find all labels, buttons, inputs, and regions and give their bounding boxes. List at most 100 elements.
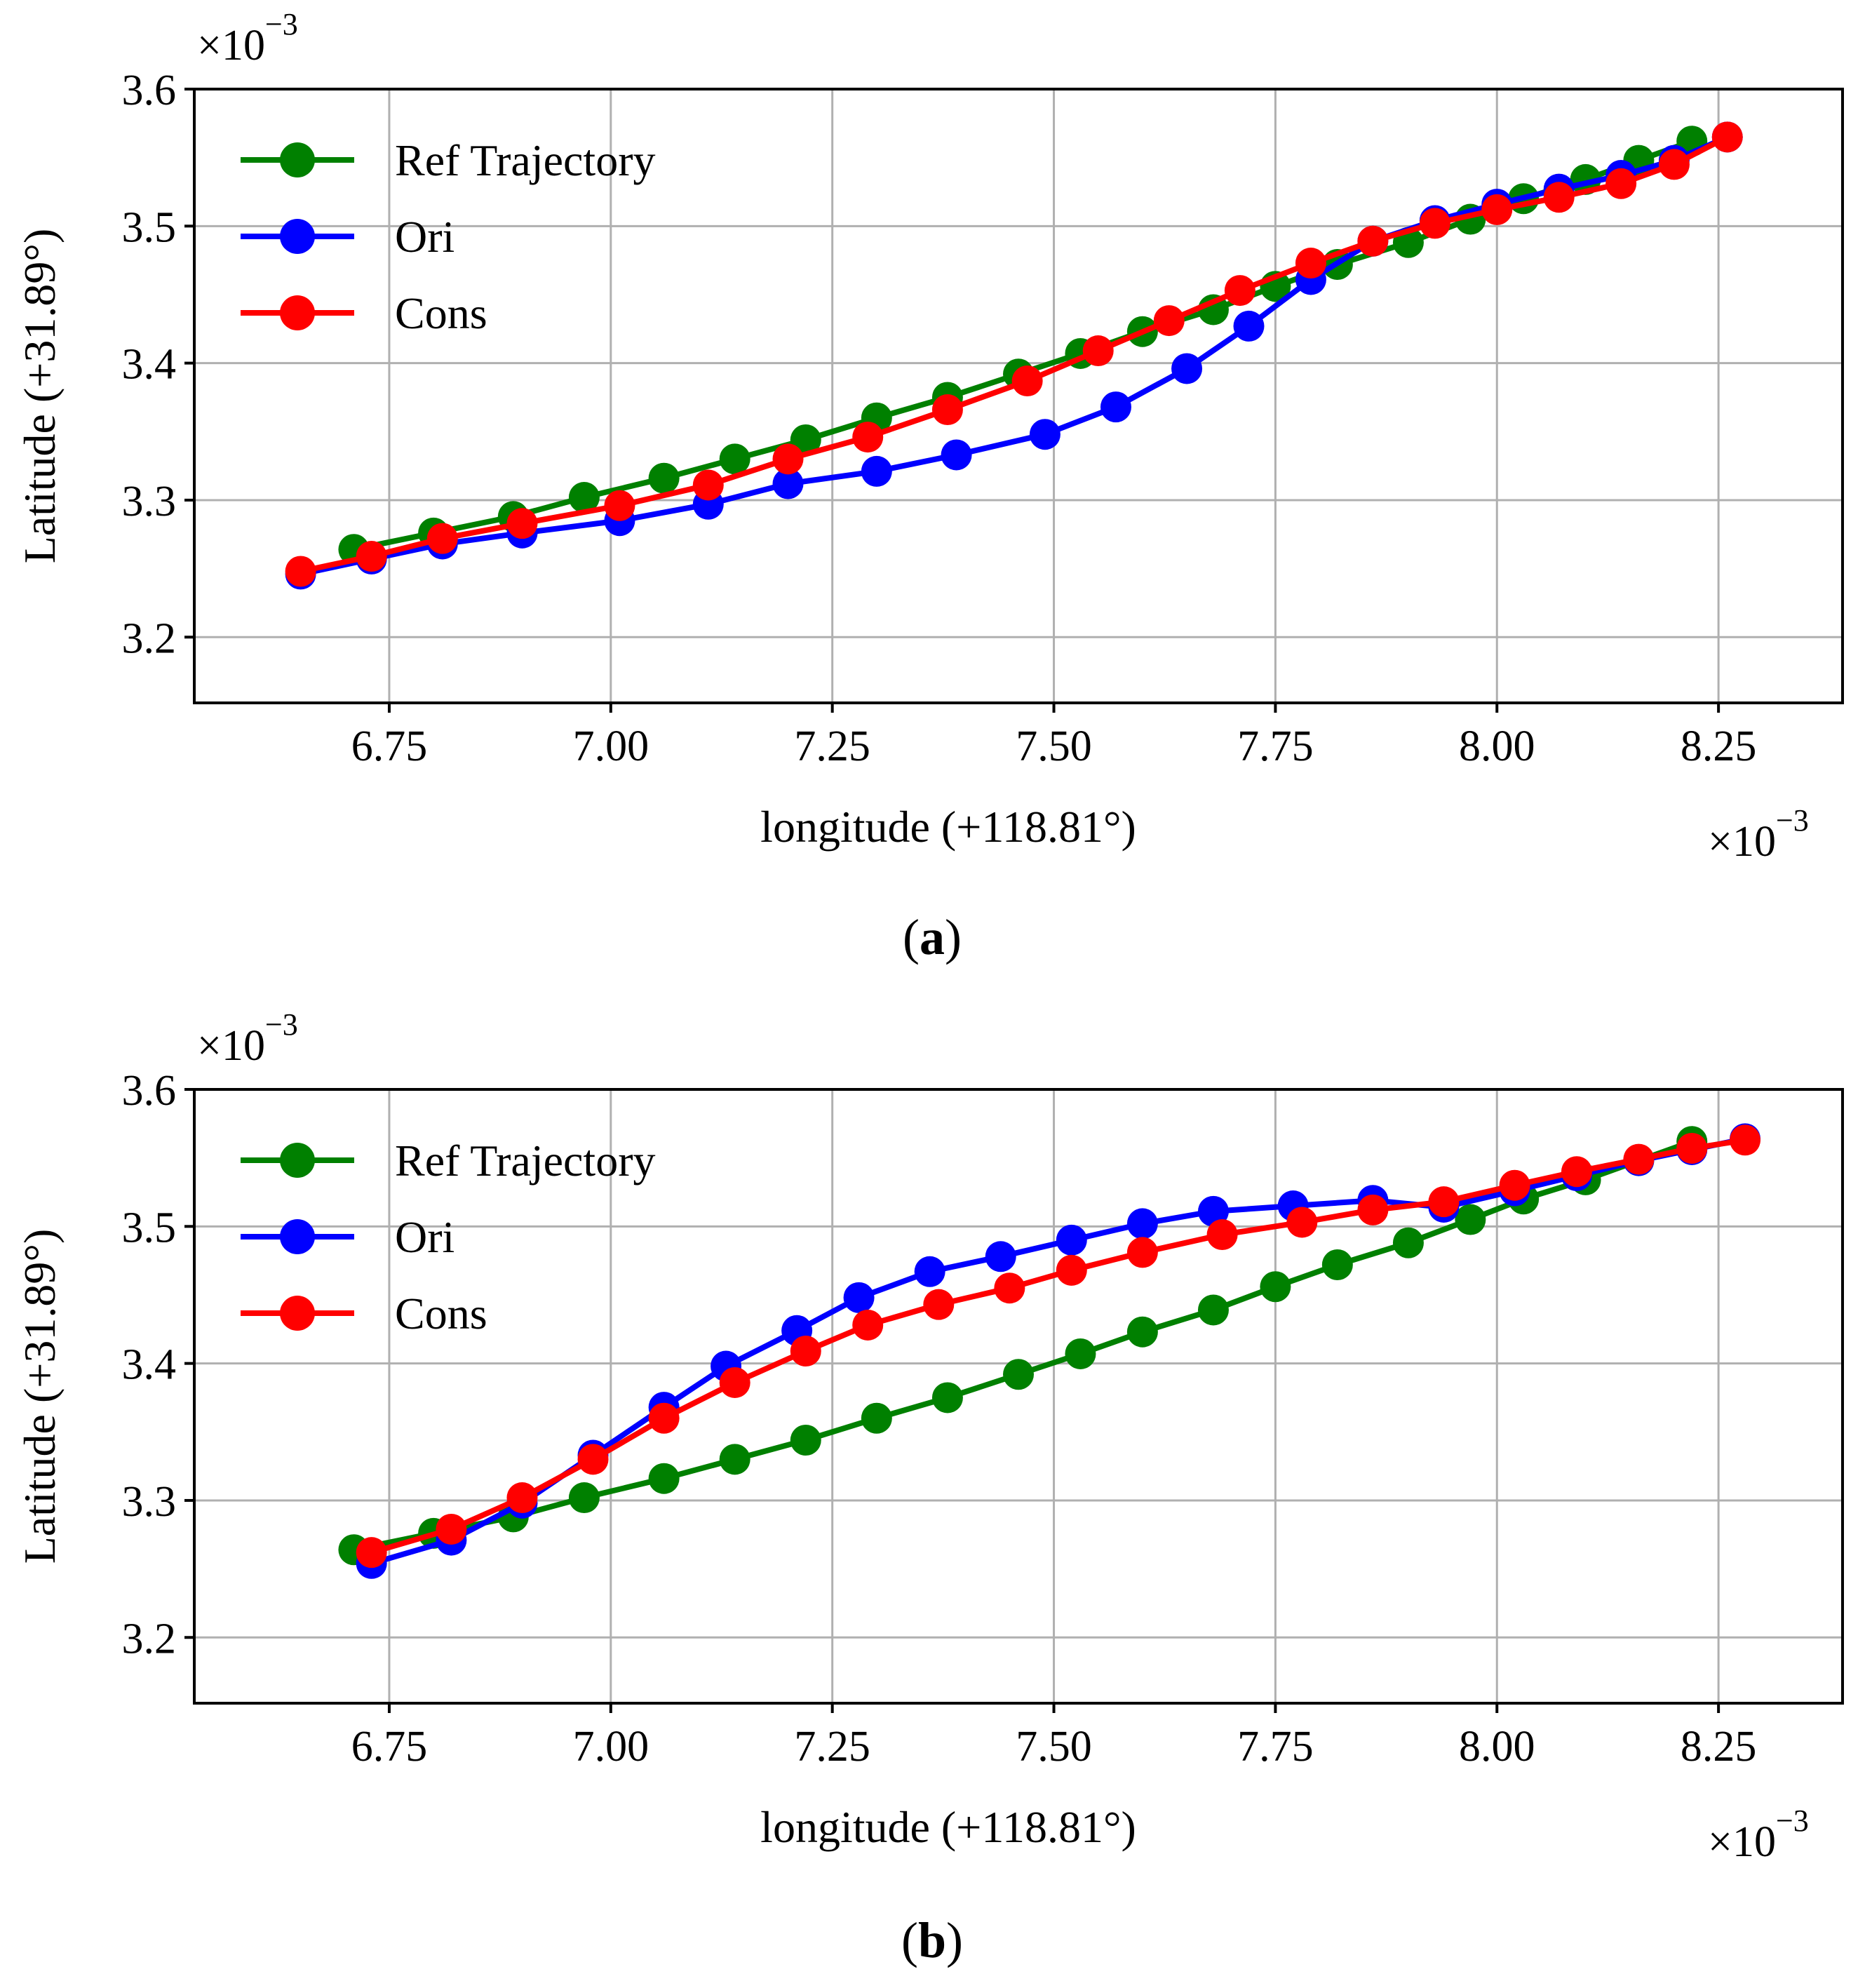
x-tick-label: 7.25	[794, 723, 870, 770]
panel-a: 6.75 7.00 7.25 7.50 7.75 8.00 8.25 3.2 3.3 3.4 3.5…	[15, 7, 1844, 965]
data-point	[719, 1366, 750, 1398]
legend-marker	[280, 219, 315, 254]
legend-marker	[280, 295, 315, 330]
panel-caption-close: )	[945, 909, 962, 965]
x-tick-label: 8.25	[1681, 1723, 1757, 1771]
data-point	[719, 1444, 750, 1475]
y-tick-label: 3.4	[122, 1341, 177, 1389]
axes-frame	[193, 1088, 1844, 1705]
data-point	[1197, 1195, 1229, 1227]
series-group	[285, 121, 1743, 590]
x-axis: 6.75 7.00 7.25 7.50 7.75 8.00 8.25	[351, 703, 1757, 770]
data-point	[1357, 1194, 1389, 1225]
data-point	[1260, 1271, 1291, 1303]
data-point	[568, 482, 600, 513]
legend-item: Ref Trajectory	[241, 135, 656, 185]
y-axis-label: Latitude (+31.89°)	[15, 229, 65, 564]
data-point	[436, 1513, 467, 1545]
x-multiplier-exponent: −3	[1776, 803, 1809, 838]
data-point	[506, 508, 538, 539]
x-multiplier-exponent: −3	[1776, 1804, 1809, 1838]
data-point	[1543, 182, 1575, 213]
axes-frame	[193, 88, 1844, 704]
data-point	[843, 1282, 875, 1313]
data-point	[1481, 194, 1513, 225]
data-point	[1321, 1249, 1353, 1280]
data-point	[1197, 294, 1229, 325]
x-tick-label: 8.00	[1459, 1723, 1535, 1771]
y-tick-label: 3.2	[122, 614, 177, 662]
data-point	[1419, 208, 1450, 239]
panel-caption-open: (	[903, 909, 920, 965]
data-point	[1286, 1207, 1318, 1238]
y-axis-label: Latitude (+31.89°)	[15, 1229, 65, 1564]
data-point	[648, 462, 680, 494]
data-point	[692, 469, 724, 501]
data-point	[852, 1309, 884, 1341]
data-point	[1676, 1132, 1708, 1164]
x-tick-label: 7.00	[573, 1723, 649, 1771]
data-point	[790, 1425, 821, 1456]
data-point	[356, 541, 387, 572]
data-point	[1100, 391, 1131, 423]
data-point	[1126, 1316, 1158, 1348]
legend-marker	[280, 142, 315, 177]
legend-marker	[280, 1296, 315, 1331]
series-group	[338, 1123, 1761, 1579]
y-multiplier: ×10−3	[197, 1007, 298, 1070]
data-point	[1233, 310, 1265, 342]
legend-item: Ori	[241, 1212, 455, 1262]
data-point	[568, 1482, 600, 1514]
x-tick-label: 7.50	[1016, 1723, 1092, 1771]
data-point	[648, 1463, 680, 1494]
y-tick-label: 3.5	[122, 203, 177, 251]
x-tick-label: 8.00	[1459, 723, 1535, 770]
legend-marker	[280, 1143, 315, 1178]
series-line	[353, 1139, 1693, 1553]
data-point	[1730, 1124, 1761, 1156]
x-axis-label: longitude (+118.81°)	[760, 1802, 1136, 1852]
legend-label: Ref Trajectory	[395, 135, 656, 185]
panel-caption-letter: a	[920, 909, 945, 965]
x-tick-label: 6.75	[351, 1723, 428, 1771]
data-point	[1056, 1254, 1087, 1286]
data-point	[1056, 1224, 1087, 1256]
data-point	[985, 1241, 1016, 1272]
data-point	[1082, 335, 1114, 367]
data-point	[1206, 1219, 1238, 1251]
data-point	[994, 1272, 1025, 1304]
data-point	[1605, 168, 1637, 199]
data-point	[506, 1482, 538, 1514]
legend: Ref Trajectory Ori Cons	[241, 1136, 656, 1338]
x-axis: 6.75 7.00 7.25 7.50 7.75 8.00 8.25	[351, 1703, 1757, 1771]
x-tick-label: 7.75	[1237, 1723, 1314, 1771]
legend-item: Ori	[241, 212, 455, 262]
x-tick-label: 7.75	[1237, 723, 1314, 770]
data-point	[577, 1444, 609, 1475]
legend-label: Cons	[395, 288, 487, 338]
data-point	[1224, 275, 1255, 307]
y-multiplier: ×10−3	[197, 7, 298, 69]
legend-label: Ref Trajectory	[395, 1136, 656, 1186]
data-point	[719, 443, 750, 475]
data-point	[1392, 1227, 1424, 1258]
y-tick-label: 3.2	[122, 1615, 177, 1663]
data-point	[1658, 149, 1690, 180]
data-point	[1126, 1208, 1158, 1240]
data-point	[931, 1382, 963, 1413]
data-point	[931, 394, 963, 426]
y-tick-label: 3.6	[122, 67, 177, 114]
data-point	[1561, 1156, 1592, 1188]
data-point	[1011, 365, 1043, 397]
data-point	[861, 455, 892, 487]
x-tick-label: 6.75	[351, 723, 428, 770]
data-point	[1711, 121, 1743, 153]
data-point	[1357, 225, 1389, 257]
data-point	[790, 1336, 821, 1367]
data-point	[1126, 1237, 1158, 1268]
panel-caption-close: )	[946, 1912, 963, 1968]
panel-caption: (b)	[901, 1912, 963, 1968]
x-tick-label: 8.25	[1681, 723, 1757, 770]
